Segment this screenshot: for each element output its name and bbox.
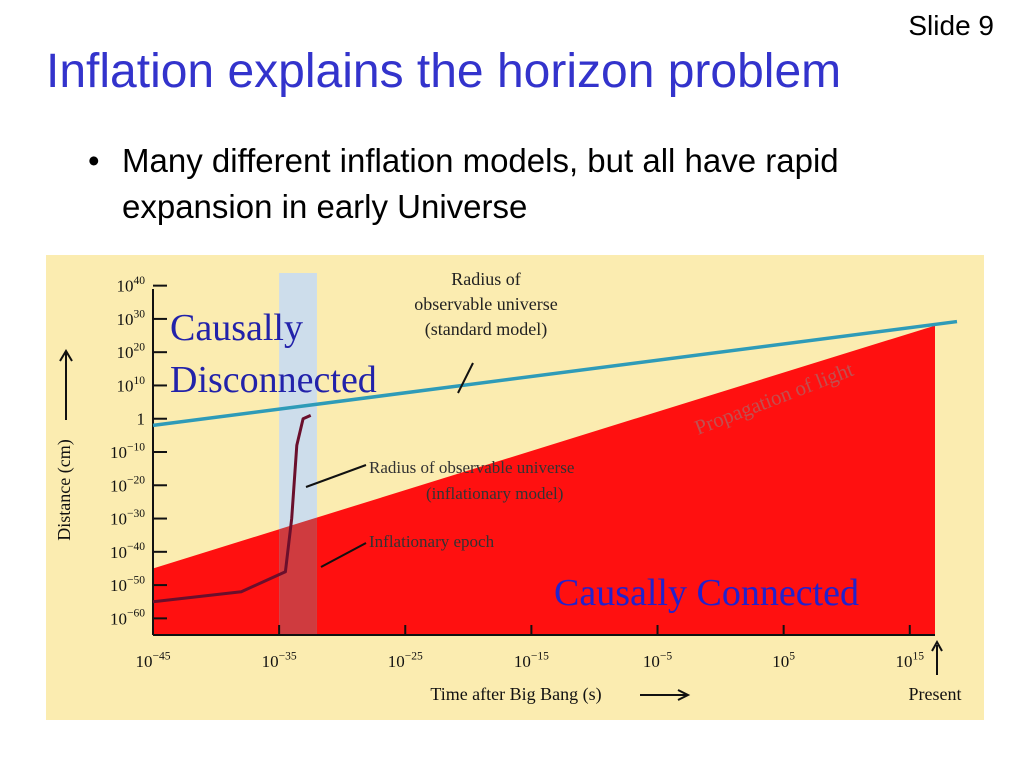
causally-disconnected-label-line: Disconnected (170, 359, 377, 401)
y-tick-label: 1020 (116, 341, 145, 363)
standard-model-radius-line (152, 319, 958, 428)
x-tick-label: 10−45 (135, 649, 170, 671)
y-tick-label: 10−60 (110, 607, 145, 629)
x-tick-label: 105 (772, 649, 795, 671)
causally-disconnected-label-line: Causally (170, 307, 303, 349)
y-axis-arrow (59, 349, 73, 420)
bullet-item: • Many different inflation models, but a… (88, 138, 968, 230)
inflationary-radius-leader (305, 464, 367, 488)
y-tick-label: 1 (137, 410, 146, 429)
y-tick-label: 1030 (116, 307, 145, 329)
x-tick-label: 10−25 (388, 649, 423, 671)
x-axis-arrow (640, 689, 691, 701)
y-tick-label: 10−40 (110, 540, 145, 562)
y-tick-label: 10−30 (110, 507, 145, 529)
causally-connected-region (153, 325, 935, 635)
y-tick-label: 1010 (116, 374, 145, 396)
inflationary-radius-curve (152, 414, 312, 604)
inflationary-epoch-band-dark (279, 517, 317, 635)
slide-title: Inflation explains the horizon problem (46, 45, 842, 98)
bullet-text: Many different inflation models, but all… (122, 142, 839, 225)
standard-radius-annotation-line: (standard model) (425, 319, 547, 340)
standard-radius-annotation-line: observable universe (414, 294, 557, 314)
inflationary-epoch-leader (320, 542, 367, 568)
horizon-chart-svg: 1040 1030 1020 1010 1 10−10 10−20 10−30 10−40 10−… (54, 269, 962, 705)
y-tick-label: 10−50 (110, 573, 145, 595)
x-tick-label: 10−5 (643, 649, 673, 671)
x-tick-label: 10−15 (514, 649, 549, 671)
inflationary-radius-annotation-line: Radius of observable universe (369, 458, 574, 477)
x-tick-label: 10−35 (262, 649, 297, 671)
x-axis-title: Time after Big Bang (s) (430, 684, 601, 705)
y-axis-title: Distance (cm) (54, 439, 75, 540)
inflationary-epoch-annotation: Inflationary epoch (369, 532, 495, 551)
standard-radius-annotation-line: Radius of (451, 269, 521, 289)
bullet-marker: • (88, 142, 100, 179)
slide-number: Slide 9 (908, 10, 994, 41)
inflationary-radius-annotation-line: (inflationary model) (426, 484, 563, 503)
y-tick-label: 10−20 (110, 474, 145, 496)
x-tick-label: 1015 (896, 649, 925, 671)
present-arrow (931, 639, 943, 675)
y-tick-label: 1040 (116, 274, 145, 296)
present-label: Present (909, 684, 962, 704)
y-tick-label: 10−10 (110, 440, 145, 462)
standard-radius-leader (457, 362, 474, 394)
causally-connected-label: Causally Connected (554, 572, 859, 614)
horizon-diagram: 1040 1030 1020 1010 1 10−10 10−20 10−30 10−40 10−… (46, 255, 984, 720)
